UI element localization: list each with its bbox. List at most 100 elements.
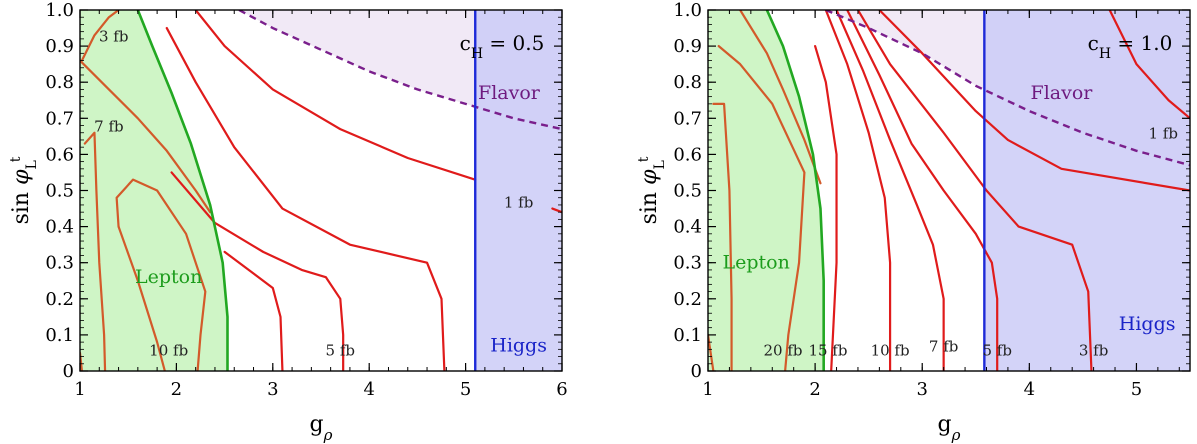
y-tick-label: 0.3	[673, 253, 702, 274]
y-axis-label-sup: t	[8, 156, 24, 162]
region-label: Lepton	[723, 252, 790, 274]
coupling-annotation: cH = 1.0	[1088, 31, 1173, 62]
y-tick-label: 1.0	[45, 0, 74, 21]
lepton-boundary	[136, 10, 229, 371]
x-tick-label: 5	[1131, 379, 1142, 400]
contour-line-7	[80, 59, 212, 214]
higgs-region	[475, 10, 562, 371]
plot-area	[708, 10, 1190, 371]
y-tick-label: 0	[63, 361, 74, 382]
annotation-value: = 1.0	[1111, 31, 1172, 55]
x-axis-label-sub: ρ	[951, 426, 961, 444]
contour-label: 7 fb	[929, 338, 958, 356]
y-tick-label: 0.2	[673, 289, 702, 310]
y-axis-label: sin φLt	[636, 156, 668, 224]
contour-line-11	[117, 225, 166, 371]
x-tick-label: 3	[916, 379, 927, 400]
contour-line-4	[846, 10, 999, 371]
y-tick-label: 0.9	[45, 36, 74, 57]
contour-label: 7 fb	[94, 118, 123, 136]
x-tick-label: 6	[556, 379, 567, 400]
annotation-sub: H	[1099, 46, 1111, 62]
annotation-value: = 0.5	[483, 31, 544, 55]
flavor-boundary	[825, 10, 1190, 167]
y-axis-label-phi: φ	[637, 169, 662, 185]
y-tick-label: 0	[691, 361, 702, 382]
contour-label: 1 fb	[1148, 125, 1177, 143]
y-tick-label: 0.5	[45, 181, 74, 202]
panel-2: 1 fb 20 fb 15 fb 10 fb 7 fb 5 fb 3 fb Lepton Fla…	[636, 0, 1191, 444]
annotation-sub: H	[471, 46, 483, 62]
contour-line-1	[1108, 10, 1190, 120]
y-axis-label-phi: φ	[9, 169, 34, 185]
contour-line-2	[551, 207, 562, 214]
y-tick-label: 0.8	[673, 72, 702, 93]
y-axis-label-base: sin	[9, 185, 34, 225]
annotation-base: c	[1088, 31, 1099, 55]
x-tick-label: 2	[809, 379, 820, 400]
lepton-region	[708, 10, 824, 371]
y-axis-label-sub: L	[652, 160, 668, 169]
contour-label: 10 fb	[871, 341, 910, 359]
contour-line-1	[194, 10, 477, 181]
x-tick-label: 5	[460, 379, 471, 400]
y-axis-label: sin φLt	[8, 156, 40, 224]
contour-line-2	[878, 10, 1190, 192]
contour-label: 5 fb	[326, 341, 355, 359]
y-tick-label: 0.6	[673, 144, 702, 165]
higgs-region	[984, 10, 1190, 371]
y-axis-label-base: sin	[637, 185, 662, 225]
y-tick-label: 0.4	[673, 217, 702, 238]
region-label: Higgs	[490, 335, 547, 357]
region-label: Higgs	[1119, 313, 1176, 335]
contour-line-6	[824, 10, 892, 371]
contour-label: 20 fb	[763, 341, 802, 359]
contour-line-3	[856, 10, 1093, 371]
contour-line-6	[80, 10, 120, 62]
x-axis-label: gρ	[310, 412, 333, 444]
contour-label: 5 fb	[982, 341, 1011, 359]
y-tick-label: 0.7	[673, 108, 702, 129]
contour-line-11	[708, 333, 715, 371]
x-axis-label-base: g	[310, 412, 324, 437]
plot-area	[80, 10, 562, 371]
x-tick-label: 1	[74, 379, 85, 400]
contour-label: 15 fb	[808, 341, 847, 359]
y-tick-label: 0.6	[45, 144, 74, 165]
region-label: Flavor	[1031, 82, 1094, 104]
contour-line-7	[814, 44, 838, 371]
x-tick-label: 3	[267, 379, 278, 400]
contour-label: 3 fb	[99, 27, 128, 45]
y-tick-label: 0.5	[673, 181, 702, 202]
y-tick-label: 0.9	[673, 36, 702, 57]
contour-line-4	[170, 171, 345, 371]
contour-line-5	[835, 10, 945, 371]
y-tick-label: 1.0	[673, 0, 702, 21]
lepton-boundary	[765, 10, 825, 371]
y-axis-label-sup: t	[636, 156, 652, 162]
x-axis-label-base: g	[938, 412, 952, 437]
contour-line-10	[115, 178, 207, 371]
y-tick-label: 0.4	[45, 217, 74, 238]
region-label: Flavor	[478, 82, 541, 104]
x-tick-label: 4	[1024, 379, 1035, 400]
contour-line-8	[739, 10, 822, 185]
y-tick-label: 0.1	[45, 325, 74, 346]
y-tick-label: 0.8	[45, 72, 74, 93]
panel-1: 3 fb 7 fb 1 fb 10 fb 5 fb Lepton Flavor Higgs cH…	[8, 0, 568, 444]
x-axis-label: gρ	[938, 412, 961, 444]
contour-label: 3 fb	[1079, 341, 1108, 359]
y-tick-label: 0.7	[45, 108, 74, 129]
y-tick-label: 0.3	[45, 253, 74, 274]
y-axis-label-sub: L	[24, 160, 40, 169]
contour-label: 1 fb	[504, 193, 533, 211]
contour-line-9	[717, 44, 806, 371]
contour-line-8	[83, 131, 107, 371]
x-tick-label: 2	[171, 379, 182, 400]
region-label: Lepton	[135, 266, 202, 288]
x-axis-label-sub: ρ	[323, 426, 333, 444]
x-tick-label: 1	[702, 379, 713, 400]
x-tick-label: 4	[363, 379, 374, 400]
lepton-region	[80, 10, 228, 371]
